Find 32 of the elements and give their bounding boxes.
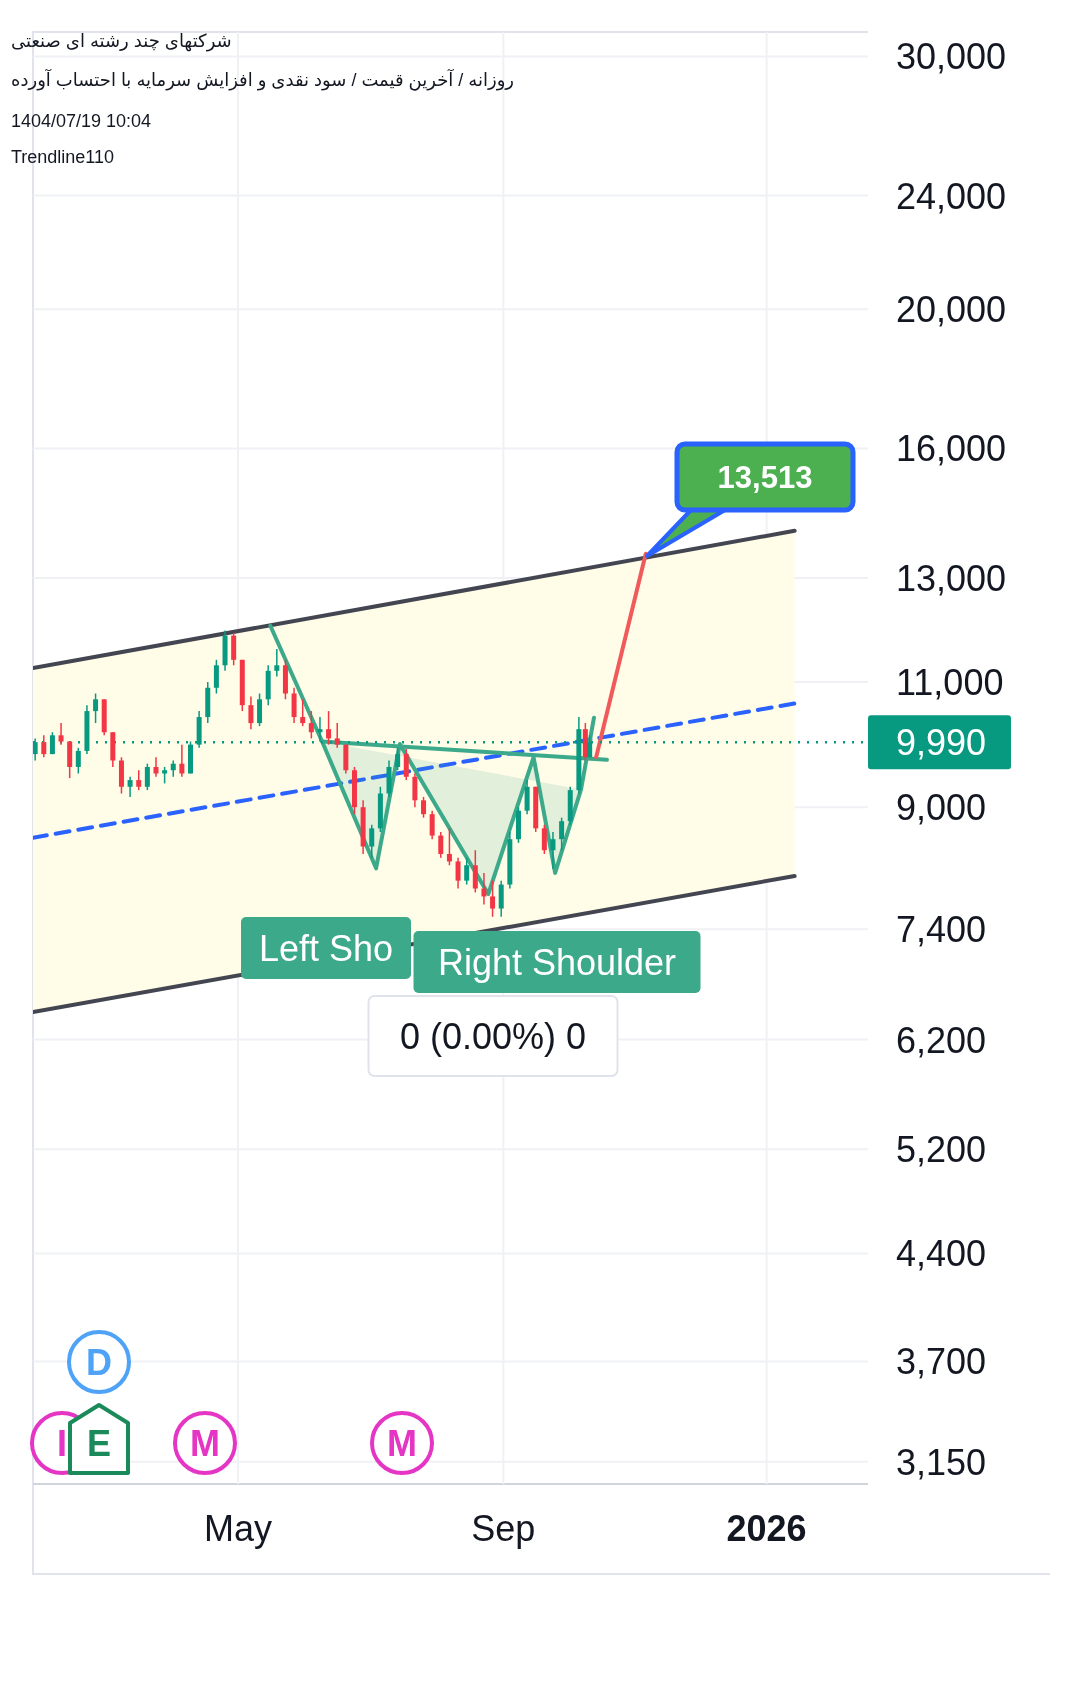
- y-tick-label: 3,150: [896, 1441, 987, 1483]
- annotation: D: [86, 1342, 112, 1383]
- y-tick-label: 11,000: [896, 662, 1004, 704]
- y-tick-label: 13,000: [896, 557, 1007, 599]
- y-tick-label: 20,000: [896, 289, 1007, 331]
- y-tick-label: 30,000: [896, 36, 1007, 78]
- y-tick-label: 6,200: [896, 1019, 987, 1061]
- annotation: 13,513: [717, 460, 813, 495]
- chart-title: شرکتهای چند رشته ای صنعتی: [11, 31, 232, 52]
- y-tick-label: 3,700: [896, 1341, 987, 1383]
- x-tick-label: 2026: [726, 1508, 807, 1549]
- annotation: Right Shoulder: [437, 942, 677, 983]
- annotation: Left Sho: [258, 928, 394, 969]
- annotation: M: [387, 1423, 417, 1464]
- y-tick-label: 4,400: [896, 1233, 987, 1275]
- y-tick-label: 5,200: [896, 1129, 987, 1171]
- y-tick-label: 7,400: [896, 909, 987, 951]
- circled-letter-icon: M: [370, 1411, 434, 1475]
- ref-line-label: 9,990: [896, 722, 987, 764]
- annotation: 0 (0.00%) 0: [399, 1016, 587, 1057]
- annotation: Trendline110: [11, 147, 115, 167]
- y-tick-label: 16,000: [896, 428, 1007, 470]
- annotation: 1404/07/19 10:04: [11, 111, 152, 131]
- y-tick-label: 24,000: [896, 175, 1007, 217]
- circled-letter-icon: M: [173, 1411, 237, 1475]
- x-tick-label: May: [203, 1508, 272, 1549]
- annotation: I: [56, 1423, 68, 1464]
- circled-letter-icon: D: [67, 1330, 131, 1394]
- text: روزانه / آخرین قیمت / سود نقدی و افزایش سرمایه با احتساب آورده: [11, 68, 515, 91]
- annotation: M: [190, 1423, 220, 1464]
- y-tick-label: 9,000: [896, 787, 987, 829]
- x-tick-label: Sep: [471, 1508, 536, 1549]
